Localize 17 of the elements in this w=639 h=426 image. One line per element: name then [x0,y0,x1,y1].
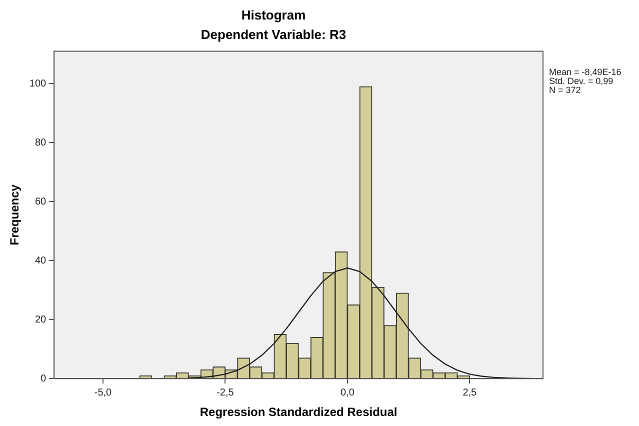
text: Mean = -8,49E-16 [549,67,622,78]
y-tick-label: 100 [29,78,47,90]
chart-title: Histogram [241,7,306,22]
x-tick-label: 2,5 [462,387,478,398]
text: N = 372 [549,85,581,96]
y-tick-label: 20 [34,314,47,326]
y-tick-label: 40 [34,255,47,266]
y-tick-label: 60 [34,196,47,208]
y-tick-label: 0 [40,373,47,384]
text: Std. Dev. = 0,99 [549,76,614,86]
x-tick-label: -2,5 [216,387,234,398]
x-axis-title: Regression Standardized Residual [200,405,398,420]
x-tick-label: 0,0 [340,387,355,398]
y-tick-label: 80 [34,137,47,148]
chart-subtitle: Dependent Variable: R3 [200,26,346,42]
x-tick-label: -5,0 [94,387,112,398]
y-axis-title: Frequency [8,184,22,246]
